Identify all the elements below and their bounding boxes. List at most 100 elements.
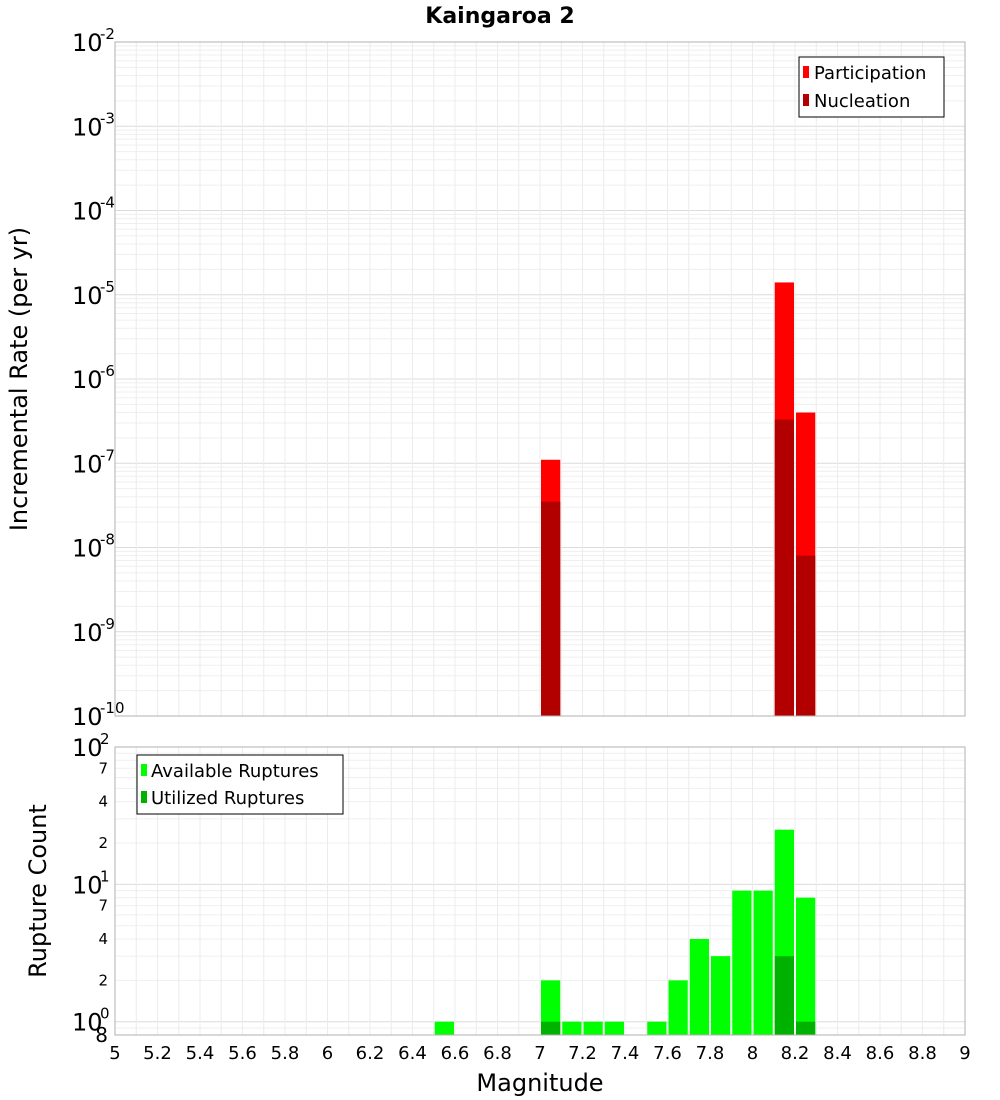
y-minor-tick-label: 4 (98, 793, 108, 811)
y-tick-base: 10 (72, 282, 103, 310)
bar-nucleation (796, 555, 816, 716)
y-minor-tick-label: 7 (98, 759, 108, 777)
y-minor-tick-label: 2 (98, 834, 108, 852)
bottom-plot-frame (114, 746, 966, 1036)
y-tick-base: 10 (72, 366, 103, 394)
y-tick-exponent: -2 (100, 25, 115, 43)
legend-box (136, 754, 344, 815)
x-tick-label: 8.2 (781, 1043, 810, 1064)
bar-utilized-ruptures (796, 1021, 816, 1035)
bar-available-ruptures (668, 980, 688, 1035)
top-bars (541, 282, 816, 716)
legend-label: Participation (814, 63, 926, 84)
y-tick-exponent: 1 (100, 867, 110, 885)
legend-box (798, 56, 945, 118)
legend-swatch (803, 94, 809, 106)
y-tick-exponent: -3 (100, 109, 115, 127)
bottom-y-axis-label: Rupture Count (24, 804, 52, 978)
bar-available-ruptures (434, 1021, 454, 1035)
y-tick-base: 10 (72, 29, 103, 57)
x-tick-label: 6 (322, 1043, 333, 1064)
x-tick-labels: 5 5.2 5.4 5.6 5.8 6 6.2 6.4 6.6 6.8 7 7.2 7.4 7.6 7.8 8… (109, 1043, 970, 1064)
y-tick-exponent: -6 (100, 362, 115, 380)
top-plot-frame (114, 41, 966, 717)
x-tick-label: 8.4 (823, 1043, 852, 1064)
legend-label: Available Ruptures (151, 761, 319, 782)
legend-swatch (141, 764, 147, 776)
top-grid (114, 42, 966, 717)
y-tick-exponent: 0 (100, 1005, 110, 1023)
y-tick-label: 10-5 (72, 278, 115, 310)
y-tick-label: 10-9 (72, 615, 115, 647)
x-tick-label: 5.8 (271, 1043, 300, 1064)
y-minor-tick-label: 8 (95, 1023, 108, 1047)
bottom-bars (434, 829, 816, 1035)
bar-available-ruptures (689, 939, 709, 1035)
y-tick-label: 10-4 (72, 194, 115, 226)
y-tick-exponent: -8 (100, 531, 115, 549)
x-tick-label: 9 (959, 1043, 970, 1064)
bottom-legend: Available Ruptures Utilized Ruptures (136, 754, 344, 815)
top-y-axis-label: Incremental Rate (per yr) (5, 227, 33, 531)
y-tick-base: 10 (72, 450, 103, 478)
y-tick-label: 101 (72, 867, 110, 899)
bar-available-ruptures (647, 1021, 667, 1035)
y-tick-exponent: -9 (100, 615, 115, 633)
y-tick-exponent: -10 (100, 699, 125, 717)
top-y-tick-labels: 10-210-310-410-510-610-710-810-910-10 (72, 25, 125, 731)
x-tick-label: 7.2 (568, 1043, 597, 1064)
x-tick-label: 8 (747, 1043, 758, 1064)
y-minor-tick-label: 2 (98, 971, 108, 989)
y-tick-label: 10-10 (72, 699, 125, 731)
bar-available-ruptures (732, 890, 752, 1035)
legend-label: Nucleation (814, 91, 910, 112)
y-tick-label: 100 (72, 1005, 110, 1037)
y-tick-base: 10 (72, 871, 103, 899)
y-tick-label: 10-3 (72, 109, 115, 141)
x-tick-label: 8.8 (908, 1043, 937, 1064)
y-tick-base: 10 (72, 734, 103, 762)
bar-nucleation (541, 501, 561, 716)
bar-available-ruptures (711, 956, 731, 1035)
legend-swatch (141, 791, 147, 803)
x-tick-label: 6.2 (356, 1043, 385, 1064)
bar-available-ruptures (562, 1021, 582, 1035)
y-tick-base: 10 (72, 619, 103, 647)
x-tick-label: 7.4 (611, 1043, 640, 1064)
x-tick-label: 7.8 (696, 1043, 725, 1064)
x-tick-label: 6.8 (483, 1043, 512, 1064)
y-tick-base: 10 (72, 1009, 103, 1037)
y-tick-exponent: -4 (100, 194, 115, 212)
x-tick-label: 6.6 (441, 1043, 470, 1064)
legend-swatch (803, 66, 809, 78)
y-tick-exponent: 2 (100, 730, 110, 748)
bar-utilized-ruptures (541, 1021, 561, 1035)
x-axis-label: Magnitude (476, 1069, 603, 1097)
bar-nucleation (774, 419, 794, 716)
y-tick-label: 102 (72, 730, 110, 762)
bar-available-ruptures (753, 890, 773, 1035)
y-tick-label: 10-8 (72, 531, 115, 563)
bar-available-ruptures (583, 1021, 603, 1035)
top-legend: Participation Nucleation (798, 56, 945, 118)
x-tick-label: 5 (109, 1043, 120, 1064)
x-tick-label: 6.4 (398, 1043, 427, 1064)
bar-available-ruptures (796, 897, 816, 1035)
x-tick-label: 7 (534, 1043, 545, 1064)
y-tick-base: 10 (72, 535, 103, 563)
x-tick-label: 5.4 (186, 1043, 215, 1064)
y-tick-base: 10 (72, 113, 103, 141)
x-tick-label: 5.6 (228, 1043, 257, 1064)
bar-utilized-ruptures (774, 956, 794, 1035)
legend-label: Utilized Ruptures (151, 788, 304, 809)
x-tick-label: 7.6 (653, 1043, 682, 1064)
y-tick-exponent: -5 (100, 278, 115, 296)
y-minor-tick-label: 4 (98, 930, 108, 948)
chart-title: Kaingaroa 2 (425, 4, 574, 29)
y-minor-tick-label: 7 (98, 897, 108, 915)
bottom-grid (114, 747, 966, 1035)
y-tick-label: 10-6 (72, 362, 115, 394)
y-tick-label: 10-2 (72, 25, 115, 57)
